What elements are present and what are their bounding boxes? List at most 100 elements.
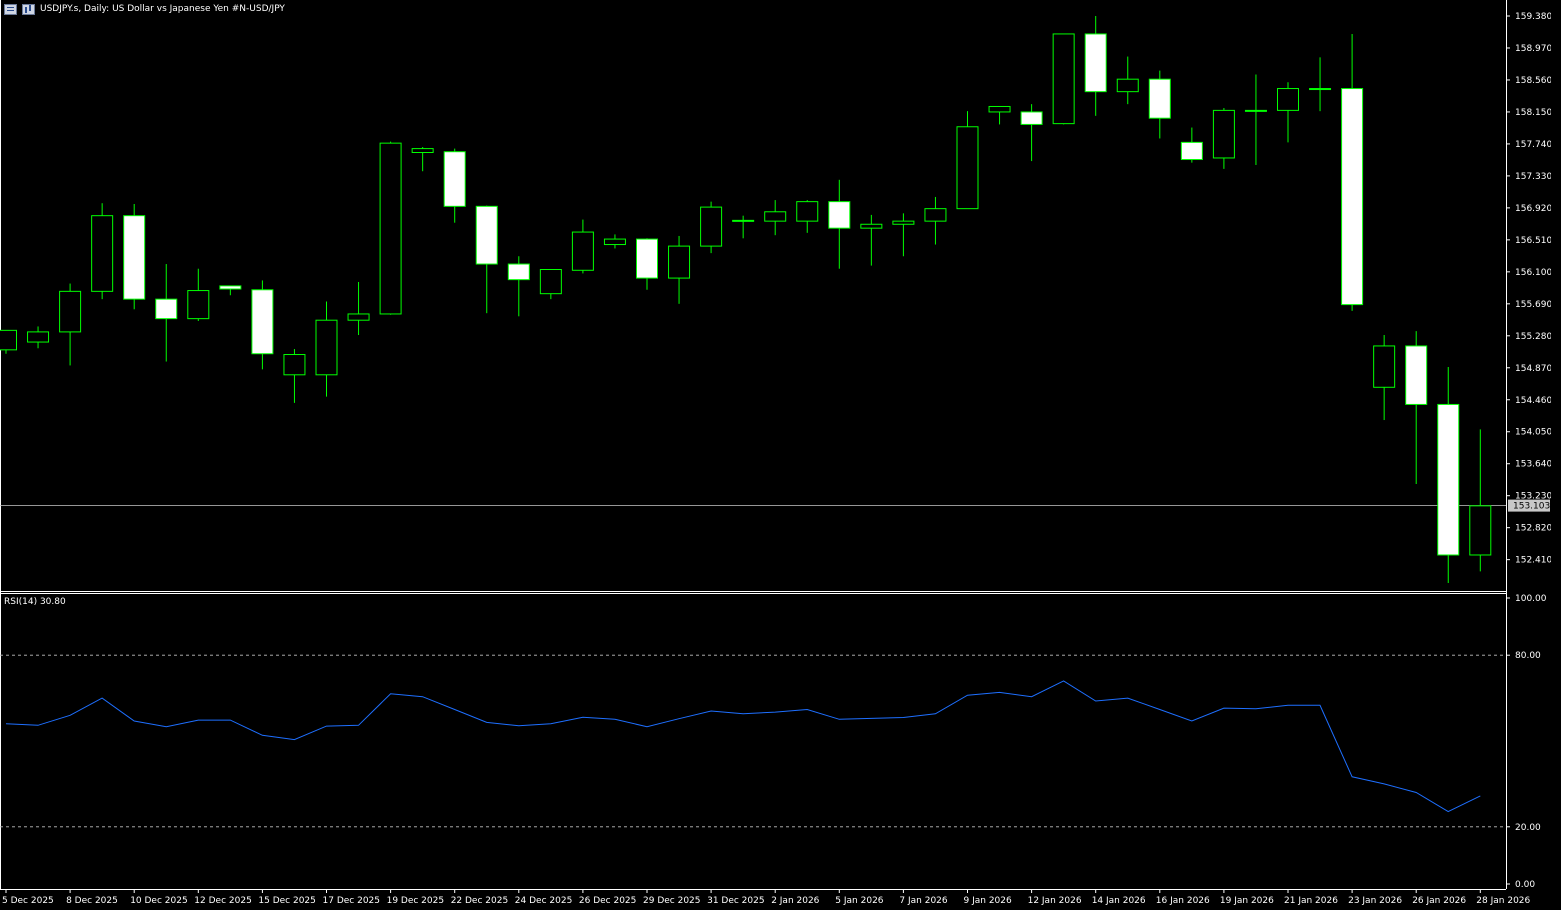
- time-tick-label: 5 Jan 2026: [835, 896, 883, 906]
- candle-body: [443, 151, 466, 207]
- price-tick-label: 159.380: [1515, 12, 1552, 22]
- candle-body: [796, 201, 819, 222]
- time-tick-label: 2 Jan 2026: [771, 896, 819, 906]
- candle-body: [988, 105, 1011, 113]
- price-tick-label: 156.920: [1515, 204, 1552, 214]
- candle-body: [924, 208, 947, 222]
- candle-body: [700, 206, 723, 247]
- candle-body: [571, 231, 594, 271]
- time-tick-label: 21 Jan 2026: [1284, 896, 1338, 906]
- indicator-icon[interactable]: [22, 3, 35, 15]
- candle-body: [187, 290, 210, 320]
- current-price-label: 153.103: [1513, 502, 1550, 512]
- time-tick-label: 17 Dec 2025: [323, 896, 381, 906]
- candle-body: [283, 354, 306, 376]
- time-tick-label: 5 Dec 2025: [2, 896, 54, 906]
- time-tick-label: 8 Dec 2025: [66, 896, 118, 906]
- chart-header: USDJPY.s, Daily: US Dollar vs Japanese Y…: [4, 2, 285, 16]
- candle-body: [956, 126, 979, 210]
- candle-body: [1244, 109, 1267, 112]
- time-tick-label: 14 Jan 2026: [1092, 896, 1146, 906]
- candle-body: [764, 211, 787, 222]
- current-price-badge: [1508, 499, 1550, 512]
- time-tick-label: 12 Dec 2025: [194, 896, 252, 906]
- price-tick-label: 156.510: [1515, 236, 1552, 246]
- rsi-label: RSI(14) 30.80: [4, 597, 66, 607]
- price-tick-label: 153.230: [1515, 492, 1552, 502]
- candle-body: [379, 142, 402, 315]
- price-tick-label: 158.560: [1515, 76, 1552, 86]
- time-tick-label: 19 Jan 2026: [1220, 896, 1274, 906]
- candle-body: [1020, 111, 1043, 125]
- candle-body: [475, 205, 498, 265]
- candle-body: [892, 220, 915, 225]
- candle-body: [91, 215, 114, 292]
- time-tick-label: 23 Jan 2026: [1348, 896, 1402, 906]
- chart-title: USDJPY.s, Daily: US Dollar vs Japanese Y…: [40, 4, 285, 14]
- time-tick-label: 12 Jan 2026: [1028, 896, 1082, 906]
- candle-body: [1341, 88, 1364, 306]
- rsi-tick-label: 20.00: [1515, 823, 1541, 833]
- price-tick-label: 153.640: [1515, 460, 1552, 470]
- candle-body: [1084, 33, 1107, 93]
- candle-body: [860, 223, 883, 229]
- time-tick-label: 16 Jan 2026: [1156, 896, 1210, 906]
- candle-body: [636, 238, 658, 279]
- price-tick-label: 157.330: [1515, 172, 1552, 182]
- candle-body: [507, 263, 530, 281]
- candle-body: [251, 289, 274, 355]
- candle-body: [1469, 505, 1492, 556]
- candle-body: [539, 269, 562, 295]
- candle-body: [1212, 109, 1235, 159]
- candle-body: [315, 319, 338, 376]
- time-tick-label: 15 Dec 2025: [258, 896, 316, 906]
- time-tick-label: 9 Jan 2026: [964, 896, 1012, 906]
- price-tick-label: 154.460: [1515, 396, 1552, 406]
- price-tick-label: 158.970: [1515, 44, 1552, 54]
- time-tick-label: 24 Dec 2025: [515, 896, 573, 906]
- time-tick-label: 10 Dec 2025: [130, 896, 188, 906]
- candle-body: [1405, 345, 1428, 405]
- candle-body: [1277, 88, 1299, 111]
- candle-body: [1437, 403, 1460, 556]
- candle-body: [411, 148, 434, 154]
- candle-body: [732, 219, 755, 222]
- candle-body: [155, 298, 178, 320]
- candle-body: [668, 245, 691, 279]
- candle-body: [1116, 78, 1139, 93]
- candle-body: [1373, 345, 1396, 388]
- candle-body: [347, 313, 370, 321]
- rsi-tick-label: 80.00: [1515, 651, 1541, 661]
- chart-type-icon[interactable]: [4, 3, 17, 15]
- time-tick-label: 31 Dec 2025: [707, 896, 765, 906]
- rsi-tick-label: 100.00: [1515, 594, 1547, 604]
- price-tick-label: 156.100: [1515, 268, 1552, 278]
- candle-body: [828, 201, 851, 229]
- time-tick-label: 22 Dec 2025: [451, 896, 509, 906]
- candle-body: [123, 215, 146, 300]
- time-tick-label: 28 Jan 2026: [1476, 896, 1530, 906]
- price-tick-label: 154.870: [1515, 364, 1552, 374]
- right-margin: [1551, 0, 1561, 910]
- price-tick-label: 155.280: [1515, 332, 1552, 342]
- price-tick-label: 152.820: [1515, 524, 1552, 534]
- candle-body: [1180, 141, 1203, 161]
- price-tick-label: 152.410: [1515, 556, 1552, 566]
- candle-body: [0, 329, 17, 351]
- time-tick-label: 19 Dec 2025: [387, 896, 445, 906]
- candle-body: [1052, 33, 1075, 125]
- candle-body: [59, 290, 82, 333]
- candle-body: [603, 238, 626, 246]
- time-tick-label: 7 Jan 2026: [899, 896, 947, 906]
- time-tick-label: 26 Jan 2026: [1412, 896, 1466, 906]
- rsi-line: [5, 680, 1481, 813]
- price-tick-label: 158.150: [1515, 108, 1552, 118]
- price-tick-label: 154.050: [1515, 428, 1552, 438]
- time-tick-label: 26 Dec 2025: [579, 896, 637, 906]
- candle-body: [1309, 88, 1332, 91]
- rsi-tick-label: 0.00: [1515, 880, 1535, 890]
- price-tick-label: 157.740: [1515, 140, 1552, 150]
- candle-body: [219, 285, 242, 290]
- time-tick-label: 29 Dec 2025: [643, 896, 701, 906]
